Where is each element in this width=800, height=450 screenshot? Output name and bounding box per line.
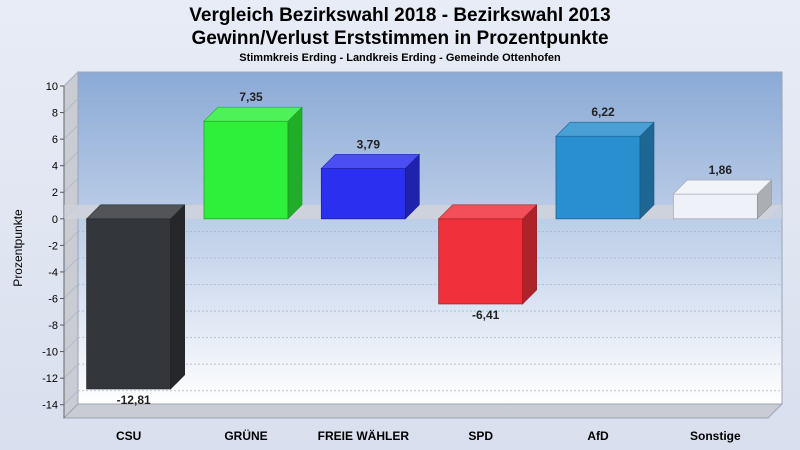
data-label: 1,86 bbox=[709, 163, 733, 177]
y-tick-label: 8 bbox=[52, 108, 58, 120]
data-label: 7,35 bbox=[239, 90, 263, 104]
y-tick-label: 4 bbox=[52, 161, 58, 173]
x-tick-label: FREIE WÄHLER bbox=[318, 428, 410, 443]
plot-floor bbox=[62, 403, 784, 419]
gridline-side bbox=[63, 363, 79, 379]
y-tick-label: -2 bbox=[48, 240, 58, 252]
bar-front bbox=[320, 168, 406, 220]
y-tick-label: 0 bbox=[52, 214, 58, 226]
bar-top bbox=[85, 204, 186, 220]
x-tick-label: SPD bbox=[468, 429, 493, 443]
bar-top bbox=[203, 106, 303, 122]
gridline-side bbox=[63, 390, 79, 406]
bar-front bbox=[555, 135, 641, 220]
gridline-side bbox=[63, 310, 79, 326]
y-tick-label: -8 bbox=[48, 320, 58, 332]
chart-title: Vergleich Bezirkswahl 2018 - Bezirkswahl… bbox=[189, 5, 611, 26]
bar-afd bbox=[555, 121, 655, 220]
gridline-side bbox=[63, 98, 79, 113]
gridline-side bbox=[63, 257, 79, 273]
bar-side bbox=[170, 204, 185, 390]
data-label: 3,79 bbox=[357, 137, 381, 151]
bar-sonstige bbox=[672, 179, 773, 220]
data-label: 6,22 bbox=[591, 105, 615, 119]
bar-front bbox=[438, 218, 524, 305]
bar-side bbox=[522, 204, 537, 305]
bar-top bbox=[320, 154, 421, 169]
y-tick-label: -10 bbox=[42, 347, 58, 359]
y-tick-label: 6 bbox=[52, 134, 58, 146]
x-tick-label: Sonstige bbox=[690, 429, 741, 443]
y-tick-label: -14 bbox=[42, 400, 58, 412]
bar-grüne bbox=[203, 106, 303, 220]
plot-area bbox=[77, 71, 783, 405]
chart-subtitle: Gewinn/Verlust Erststimmen in Prozentpun… bbox=[191, 28, 609, 49]
bar-csu bbox=[85, 204, 186, 390]
data-label: -12,81 bbox=[117, 393, 151, 407]
gridline-side bbox=[63, 231, 79, 246]
chart-subtitle-location: Stimmkreis Erding - Landkreis Erding - G… bbox=[239, 52, 561, 64]
bar-top bbox=[437, 204, 538, 220]
y-tick-label: 2 bbox=[52, 187, 58, 199]
x-tick-label: GRÜNE bbox=[224, 428, 267, 443]
y-tick-label: -6 bbox=[48, 293, 58, 305]
gridline-side bbox=[63, 284, 79, 299]
y-tick-label: -12 bbox=[42, 373, 58, 385]
bar-side bbox=[287, 106, 303, 220]
data-label: -6,41 bbox=[472, 308, 500, 322]
x-tick-label: CSU bbox=[116, 429, 141, 443]
bar-spd bbox=[437, 204, 538, 305]
bar-top bbox=[555, 121, 655, 137]
bar-freie-wähler bbox=[320, 153, 421, 220]
y-axis-label: Prozentpunkte bbox=[11, 209, 25, 287]
gridline-side bbox=[63, 337, 79, 352]
y-tick-label: 10 bbox=[46, 81, 58, 93]
chart-titles: Vergleich Bezirkswahl 2018 - Bezirkswahl… bbox=[0, 4, 800, 66]
y-tick-label: -4 bbox=[48, 267, 58, 279]
bar-side bbox=[639, 121, 655, 220]
gridline-side bbox=[63, 177, 79, 193]
bar-front bbox=[203, 120, 289, 220]
gridline-side bbox=[63, 151, 79, 166]
gridline-side bbox=[63, 71, 79, 87]
gridline-side bbox=[63, 124, 79, 140]
bar-front bbox=[86, 218, 172, 390]
x-tick-label: AfD bbox=[587, 429, 609, 443]
bar-front bbox=[672, 193, 758, 220]
bar-top bbox=[672, 179, 773, 195]
